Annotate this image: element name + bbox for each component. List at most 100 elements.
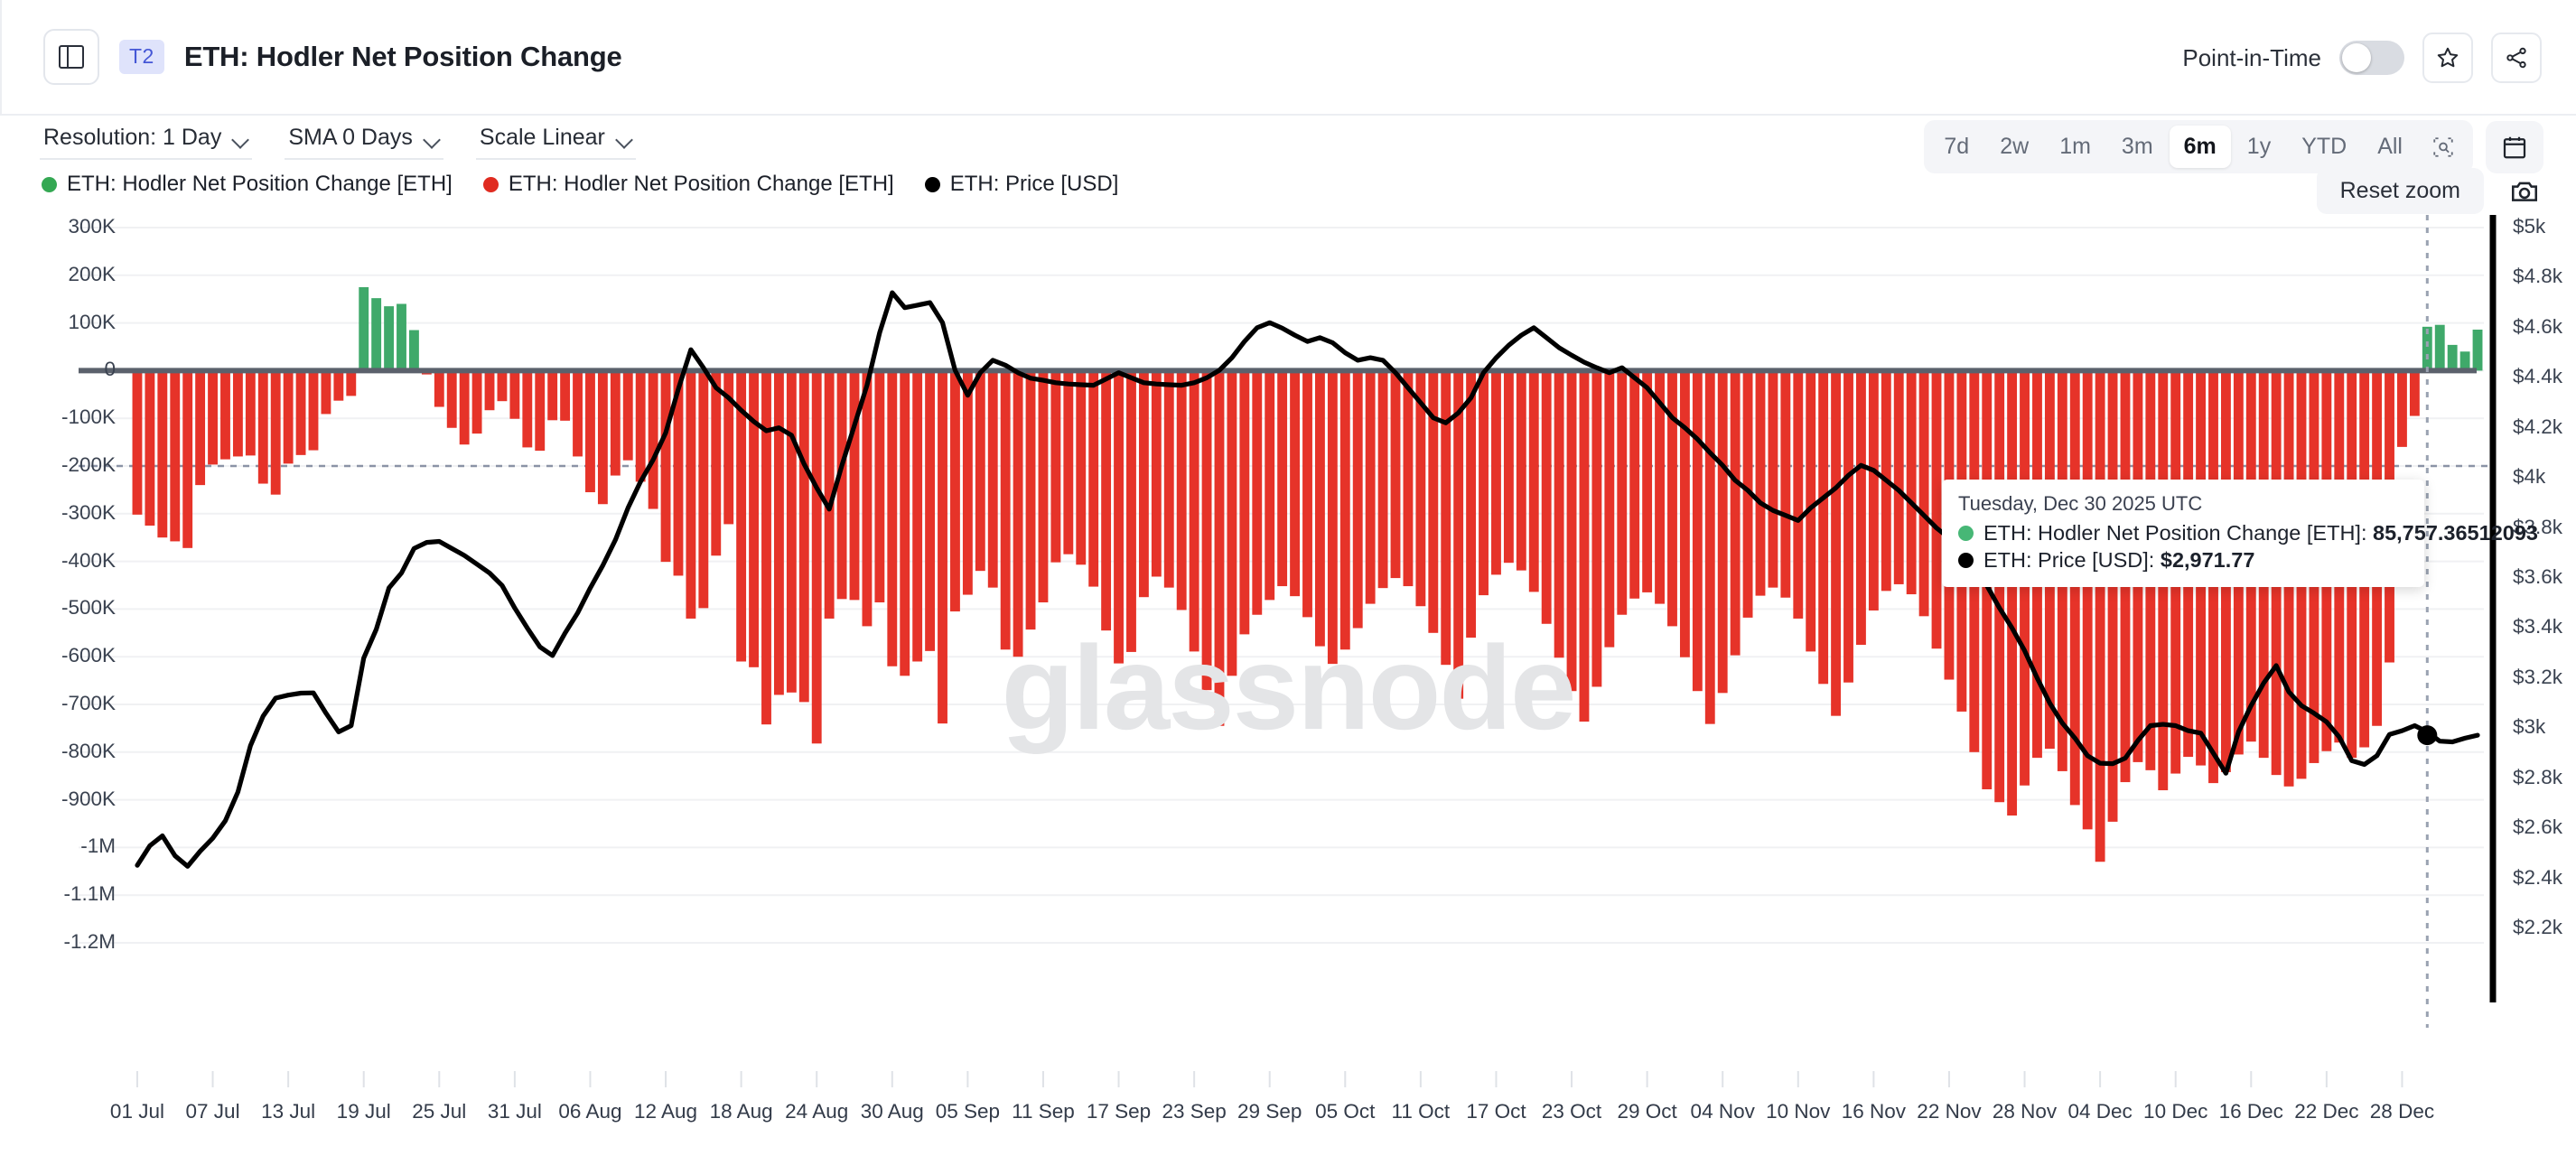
bar[interactable] [2459,351,2470,371]
bar[interactable] [220,370,230,460]
bar[interactable] [622,370,633,461]
bar[interactable] [849,370,860,601]
bar[interactable] [1176,370,1187,610]
bar[interactable] [1189,370,1199,652]
bar[interactable] [245,370,256,456]
bar[interactable] [1491,370,1501,575]
bar[interactable] [648,370,658,509]
bar[interactable] [1277,370,1288,587]
bar[interactable] [987,370,998,588]
bar[interactable] [900,370,910,676]
bar[interactable] [560,370,571,421]
bar[interactable] [1679,370,1690,657]
bar[interactable] [270,370,281,495]
legend-item[interactable]: ETH: Hodler Net Position Change [ETH] [42,172,453,197]
bar[interactable] [811,370,822,744]
bar[interactable] [2397,370,2407,447]
bar[interactable] [459,370,470,445]
bar[interactable] [1441,370,1451,666]
resolution-dropdown[interactable]: Resolution: 1 Day [40,123,253,160]
legend-item[interactable]: ETH: Price [USD] [924,172,1118,197]
bar[interactable] [962,370,973,595]
bar[interactable] [1252,370,1263,615]
bar[interactable] [1667,370,1677,627]
bar[interactable] [1780,370,1791,598]
bar[interactable] [1151,370,1162,577]
bar[interactable] [660,370,671,563]
bar[interactable] [434,370,444,407]
bar[interactable] [2422,326,2432,371]
bar[interactable] [1742,370,1753,618]
bar[interactable] [1692,370,1703,692]
bar[interactable] [1013,370,1023,657]
bar[interactable] [1831,370,1842,716]
bar[interactable] [975,370,985,572]
bar[interactable] [397,303,406,371]
bar[interactable] [938,370,947,724]
bar[interactable] [1339,370,1350,650]
scale-dropdown[interactable]: Scale Linear [475,123,636,160]
bar[interactable] [1314,370,1325,647]
bar[interactable] [1302,370,1312,618]
bar[interactable] [723,370,734,525]
bar[interactable] [295,370,306,455]
bar[interactable] [497,370,508,402]
bar[interactable] [673,370,684,576]
bar[interactable] [1554,370,1564,658]
bar[interactable] [1755,370,1766,596]
bar[interactable] [371,298,382,371]
range-button-7d[interactable]: 7d [1929,126,1983,168]
bar[interactable] [573,370,583,457]
bar[interactable] [1163,370,1174,588]
bar[interactable] [1717,370,1728,694]
bar[interactable] [1528,370,1539,592]
legend-item[interactable]: ETH: Hodler Net Position Change [ETH] [482,172,894,197]
bar[interactable] [208,370,218,465]
range-button-6m[interactable]: 6m [2169,126,2231,169]
bar[interactable] [2095,370,2105,862]
bar[interactable] [836,370,847,600]
bar[interactable] [1591,370,1602,687]
bar[interactable] [736,370,747,662]
bar[interactable] [1025,370,1036,630]
bar[interactable] [2082,370,2093,830]
bar[interactable] [308,370,319,451]
bar[interactable] [773,370,784,695]
bar[interactable] [1428,370,1439,633]
sidebar-toggle-button[interactable] [43,29,99,85]
bar[interactable] [1704,370,1715,724]
point-in-time-toggle[interactable] [2339,41,2404,75]
bar[interactable] [2069,370,2080,806]
bar[interactable] [1730,370,1741,656]
bar[interactable] [1931,370,1942,649]
bar[interactable] [1918,370,1929,617]
range-button-all[interactable]: All [2363,126,2417,168]
sma-dropdown[interactable]: SMA 0 Days [285,123,443,160]
bar[interactable] [446,370,457,428]
bar[interactable] [1466,370,1477,638]
bar[interactable] [1050,370,1061,563]
bar[interactable] [1479,370,1489,596]
bar[interactable] [1453,370,1464,699]
range-button-2w[interactable]: 2w [1985,126,2043,168]
bar[interactable] [874,370,885,603]
bar[interactable] [1377,370,1388,589]
chart-plot-area[interactable]: 300K 200K 100K 0 -100K -200K -300K -400K -500K -6… [0,215,2576,1165]
time-range-selector[interactable]: 7d 2w 1m 3m 6m 1y YTD All [1924,120,2473,174]
bar[interactable] [1365,370,1376,604]
bar[interactable] [1566,370,1577,692]
bar[interactable] [346,370,357,396]
bar[interactable] [749,370,759,667]
bar[interactable] [1629,370,1640,599]
bar[interactable] [711,370,722,556]
bar[interactable] [2447,344,2458,371]
bar[interactable] [182,370,193,548]
bar[interactable] [761,370,771,725]
bar[interactable] [1126,370,1136,652]
bar[interactable] [1768,370,1778,588]
bar[interactable] [1239,370,1250,635]
bar[interactable] [535,370,546,452]
bar[interactable] [1327,370,1338,665]
bar[interactable] [359,287,369,371]
camera-icon[interactable] [2509,176,2540,207]
